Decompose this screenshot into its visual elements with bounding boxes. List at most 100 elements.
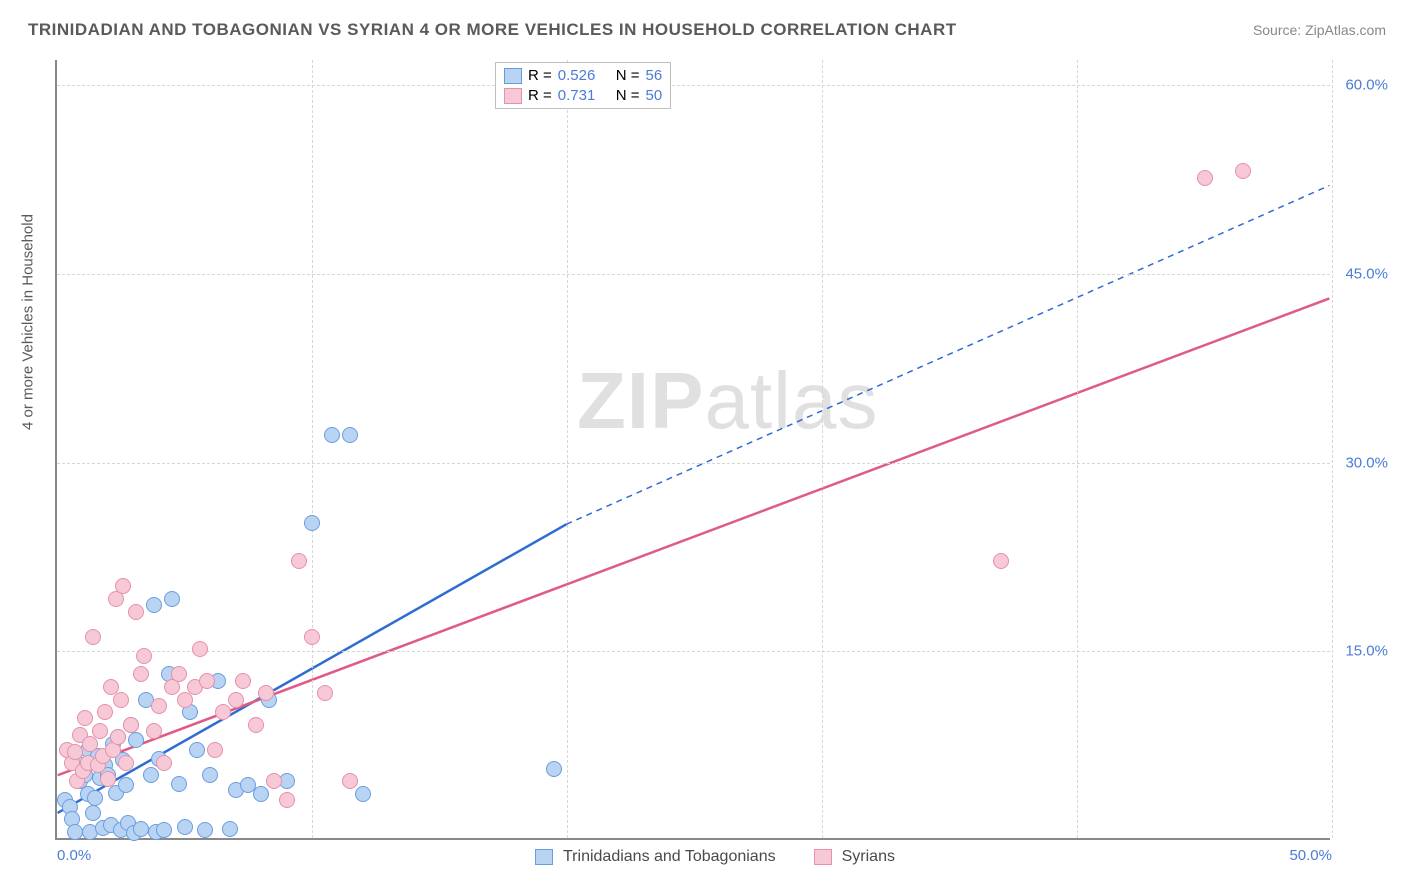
data-point: [197, 822, 213, 838]
y-tick-label: 45.0%: [1345, 265, 1388, 282]
data-point: [228, 692, 244, 708]
data-point: [108, 591, 124, 607]
trend-lines-layer: [57, 60, 1330, 838]
gridline-vertical: [567, 60, 568, 838]
data-point: [240, 777, 256, 793]
data-point: [143, 767, 159, 783]
data-point: [228, 782, 244, 798]
data-point: [215, 704, 231, 720]
n-label: N =: [616, 67, 640, 84]
data-point: [69, 773, 85, 789]
gridline-vertical: [1077, 60, 1078, 838]
data-point: [80, 742, 96, 758]
data-point: [105, 742, 121, 758]
data-point: [67, 824, 83, 840]
r-value: 0.731: [558, 87, 610, 104]
data-point: [138, 692, 154, 708]
data-point: [103, 679, 119, 695]
data-point: [120, 815, 136, 831]
data-point: [75, 763, 91, 779]
data-point: [355, 786, 371, 802]
data-point: [82, 824, 98, 840]
data-point: [258, 685, 274, 701]
data-point: [115, 578, 131, 594]
y-tick-label: 30.0%: [1345, 454, 1388, 471]
data-point: [317, 685, 333, 701]
data-point: [133, 666, 149, 682]
r-label: R =: [528, 87, 552, 104]
data-point: [235, 673, 251, 689]
legend-row: R = 0.731 N = 50: [504, 87, 662, 104]
data-point: [342, 427, 358, 443]
data-point: [110, 729, 126, 745]
data-point: [279, 773, 295, 789]
data-point: [69, 755, 85, 771]
data-point: [90, 748, 106, 764]
data-point: [187, 679, 203, 695]
data-point: [118, 755, 134, 771]
x-tick-label: 50.0%: [1289, 847, 1332, 864]
chart-title: TRINIDADIAN AND TOBAGONIAN VS SYRIAN 4 O…: [28, 20, 957, 40]
data-point: [105, 736, 121, 752]
data-point: [156, 822, 172, 838]
data-point: [62, 799, 78, 815]
data-point: [113, 692, 129, 708]
r-value: 0.526: [558, 67, 610, 84]
data-point: [192, 641, 208, 657]
data-point: [261, 692, 277, 708]
data-point: [82, 736, 98, 752]
data-point: [291, 553, 307, 569]
data-point: [87, 790, 103, 806]
data-point: [128, 604, 144, 620]
series-legend: Trinidadians and Tobagonians Syrians: [535, 848, 895, 866]
data-point: [77, 710, 93, 726]
data-point: [133, 821, 149, 837]
legend-row: R = 0.526 N = 56: [504, 67, 662, 84]
data-point: [146, 597, 162, 613]
correlation-legend: R = 0.526 N = 56 R = 0.731 N = 50: [495, 62, 671, 109]
data-point: [95, 748, 111, 764]
x-tick-label: 0.0%: [57, 847, 91, 864]
y-tick-label: 15.0%: [1345, 643, 1388, 660]
n-value: 56: [646, 67, 663, 84]
data-point: [207, 742, 223, 758]
data-point: [123, 717, 139, 733]
data-point: [113, 822, 129, 838]
data-point: [148, 824, 164, 840]
data-point: [67, 744, 83, 760]
series-swatch-trinidadian: [504, 68, 522, 84]
gridline-vertical: [312, 60, 313, 838]
data-point: [110, 729, 126, 745]
data-point: [171, 666, 187, 682]
n-label: N =: [616, 87, 640, 104]
data-point: [126, 825, 142, 841]
data-point: [75, 761, 91, 777]
data-point: [156, 755, 172, 771]
y-tick-label: 60.0%: [1345, 77, 1388, 94]
data-point: [85, 805, 101, 821]
source-label: Source: ZipAtlas.com: [1253, 22, 1386, 38]
data-point: [164, 679, 180, 695]
data-point: [210, 673, 226, 689]
scatter-plot-area: ZIPatlas 15.0%30.0%45.0%60.0%0.0%50.0%: [55, 60, 1330, 840]
legend-label: Trinidadians and Tobagonians: [563, 848, 776, 866]
data-point: [57, 792, 73, 808]
data-point: [164, 591, 180, 607]
data-point: [95, 820, 111, 836]
data-point: [85, 629, 101, 645]
data-point: [546, 761, 562, 777]
series-swatch-syrian: [814, 849, 832, 865]
data-point: [342, 773, 358, 789]
data-point: [177, 692, 193, 708]
data-point: [222, 821, 238, 837]
data-point: [151, 698, 167, 714]
data-point: [161, 666, 177, 682]
data-point: [92, 723, 108, 739]
data-point: [64, 811, 80, 827]
data-point: [77, 767, 93, 783]
gridline-horizontal: [57, 651, 1330, 652]
data-point: [90, 757, 106, 773]
gridline-horizontal: [57, 463, 1330, 464]
data-point: [80, 786, 96, 802]
data-point: [266, 773, 282, 789]
